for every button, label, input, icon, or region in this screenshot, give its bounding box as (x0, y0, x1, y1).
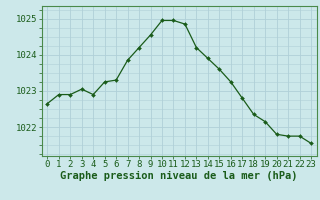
X-axis label: Graphe pression niveau de la mer (hPa): Graphe pression niveau de la mer (hPa) (60, 171, 298, 181)
